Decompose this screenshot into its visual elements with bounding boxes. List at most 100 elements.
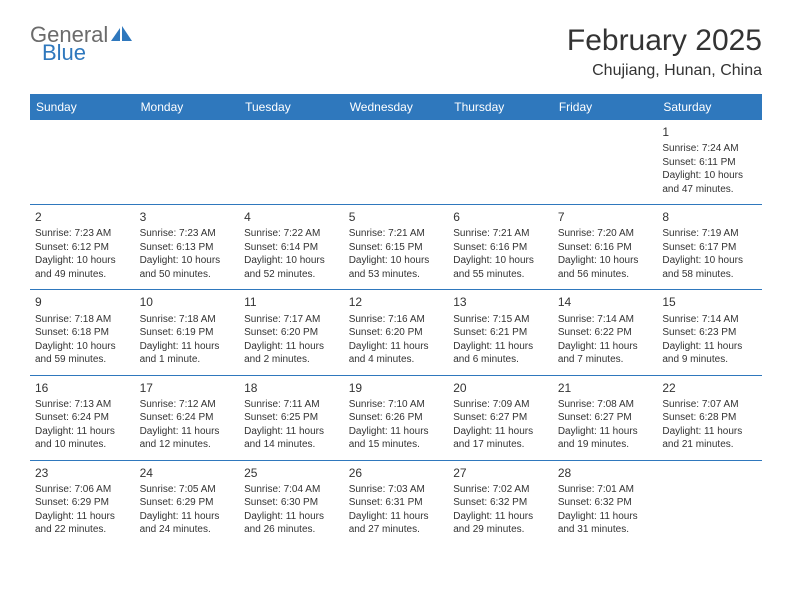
day-number: 2 bbox=[35, 209, 130, 225]
day-detail-line: Sunrise: 7:07 AM bbox=[662, 398, 757, 412]
day-detail-line: Sunset: 6:11 PM bbox=[662, 156, 757, 170]
day-detail-line: Sunset: 6:18 PM bbox=[35, 326, 130, 340]
calendar-cell: 21Sunrise: 7:08 AMSunset: 6:27 PMDayligh… bbox=[553, 375, 658, 460]
day-detail-line: and 27 minutes. bbox=[349, 523, 444, 537]
calendar-cell: 1Sunrise: 7:24 AMSunset: 6:11 PMDaylight… bbox=[657, 120, 762, 205]
calendar-cell: 3Sunrise: 7:23 AMSunset: 6:13 PMDaylight… bbox=[135, 205, 240, 290]
day-number: 26 bbox=[349, 465, 444, 481]
day-number: 12 bbox=[349, 294, 444, 310]
day-detail-line: Daylight: 11 hours bbox=[349, 510, 444, 524]
day-detail-line: Sunrise: 7:21 AM bbox=[453, 227, 548, 241]
calendar-cell: 20 Sunrise: 7:09 AMSunset: 6:27 PMDayligh… bbox=[448, 375, 553, 460]
day-detail-line: Daylight: 11 hours bbox=[349, 425, 444, 439]
calendar-cell: 18Sunrise: 7:11 AMSunset: 6:25 PMDayligh… bbox=[239, 375, 344, 460]
day-detail-line: Daylight: 11 hours bbox=[662, 425, 757, 439]
day-number: 9 bbox=[35, 294, 130, 310]
day-detail-line: Sunrise: 7:13 AM bbox=[35, 398, 130, 412]
calendar-cell: 14Sunrise: 7:14 AMSunset: 6:22 PMDayligh… bbox=[553, 290, 658, 375]
day-number: 4 bbox=[244, 209, 339, 225]
day-detail-line: and 31 minutes. bbox=[558, 523, 653, 537]
day-detail-line: and 4 minutes. bbox=[349, 353, 444, 367]
title-block: February 2025 Chujiang, Hunan, China bbox=[567, 24, 762, 80]
calendar-cell: 26Sunrise: 7:03 AMSunset: 6:31 PMDayligh… bbox=[344, 460, 449, 545]
day-detail-line: Sunset: 6:27 PM bbox=[558, 411, 653, 425]
day-number: 14 bbox=[558, 294, 653, 310]
day-detail-line: Sunrise: 7:16 AM bbox=[349, 313, 444, 327]
day-detail-line: Sunrise: 7:17 AM bbox=[244, 313, 339, 327]
calendar-cell: 13Sunrise: 7:15 AMSunset: 6:21 PMDayligh… bbox=[448, 290, 553, 375]
day-detail-line: Sunset: 6:25 PM bbox=[244, 411, 339, 425]
calendar-cell: 11Sunrise: 7:17 AMSunset: 6:20 PMDayligh… bbox=[239, 290, 344, 375]
day-detail-line: and 6 minutes. bbox=[453, 353, 548, 367]
day-number: 24 bbox=[140, 465, 235, 481]
calendar-cell bbox=[657, 460, 762, 545]
day-detail-line: Sunrise: 7:12 AM bbox=[140, 398, 235, 412]
calendar-cell: 24Sunrise: 7:05 AMSunset: 6:29 PMDayligh… bbox=[135, 460, 240, 545]
calendar-cell bbox=[344, 120, 449, 205]
calendar-cell: 22Sunrise: 7:07 AMSunset: 6:28 PMDayligh… bbox=[657, 375, 762, 460]
day-detail-line: Sunrise: 7:21 AM bbox=[349, 227, 444, 241]
day-detail-line: Daylight: 11 hours bbox=[558, 425, 653, 439]
day-detail-line: Daylight: 10 hours bbox=[35, 254, 130, 268]
day-detail-line: Daylight: 10 hours bbox=[453, 254, 548, 268]
calendar-cell: 17Sunrise: 7:12 AMSunset: 6:24 PMDayligh… bbox=[135, 375, 240, 460]
day-detail-line: Sunrise: 7:18 AM bbox=[140, 313, 235, 327]
day-number: 3 bbox=[140, 209, 235, 225]
day-number: 16 bbox=[35, 380, 130, 396]
day-detail-line: Sunrise: 7:23 AM bbox=[35, 227, 130, 241]
day-number: 11 bbox=[244, 294, 339, 310]
day-detail-line: and 9 minutes. bbox=[662, 353, 757, 367]
header: General Blue February 2025 Chujiang, Hun… bbox=[30, 24, 762, 80]
calendar-cell: 27Sunrise: 7:02 AMSunset: 6:32 PMDayligh… bbox=[448, 460, 553, 545]
day-detail-line: Sunrise: 7:19 AM bbox=[662, 227, 757, 241]
day-detail-line: Sunset: 6:24 PM bbox=[140, 411, 235, 425]
day-detail-line: and 14 minutes. bbox=[244, 438, 339, 452]
day-detail-line: Daylight: 11 hours bbox=[558, 510, 653, 524]
weekday-header: Friday bbox=[553, 94, 658, 120]
day-detail-line: Sunset: 6:22 PM bbox=[558, 326, 653, 340]
day-number: 20 bbox=[453, 380, 548, 396]
day-detail-line: Daylight: 10 hours bbox=[35, 340, 130, 354]
day-detail-line: Sunset: 6:27 PM bbox=[453, 411, 548, 425]
day-detail-line: Sunrise: 7:09 AM bbox=[453, 398, 548, 412]
day-detail-line: Sunrise: 7:18 AM bbox=[35, 313, 130, 327]
calendar-cell: 10Sunrise: 7:18 AMSunset: 6:19 PMDayligh… bbox=[135, 290, 240, 375]
day-detail-line: Sunrise: 7:08 AM bbox=[558, 398, 653, 412]
calendar-table: Sunday Monday Tuesday Wednesday Thursday… bbox=[30, 94, 762, 545]
day-detail-line: and 55 minutes. bbox=[453, 268, 548, 282]
weekday-header: Thursday bbox=[448, 94, 553, 120]
day-detail-line: Daylight: 11 hours bbox=[453, 425, 548, 439]
calendar-header-row: Sunday Monday Tuesday Wednesday Thursday… bbox=[30, 94, 762, 120]
day-number: 8 bbox=[662, 209, 757, 225]
day-detail-line: Sunset: 6:29 PM bbox=[140, 496, 235, 510]
calendar-row: 2Sunrise: 7:23 AMSunset: 6:12 PMDaylight… bbox=[30, 205, 762, 290]
day-detail-line: Sunset: 6:16 PM bbox=[558, 241, 653, 255]
day-number: 6 bbox=[453, 209, 548, 225]
location: Chujiang, Hunan, China bbox=[567, 62, 762, 80]
day-detail-line: and 53 minutes. bbox=[349, 268, 444, 282]
calendar-cell bbox=[30, 120, 135, 205]
calendar-page: General Blue February 2025 Chujiang, Hun… bbox=[0, 0, 792, 569]
day-number: 25 bbox=[244, 465, 339, 481]
day-detail-line: Sunset: 6:31 PM bbox=[349, 496, 444, 510]
day-number: 17 bbox=[140, 380, 235, 396]
day-detail-line: Daylight: 11 hours bbox=[453, 340, 548, 354]
day-detail-line: and 22 minutes. bbox=[35, 523, 130, 537]
day-number: 23 bbox=[35, 465, 130, 481]
day-detail-line: and 59 minutes. bbox=[35, 353, 130, 367]
calendar-body: 1Sunrise: 7:24 AMSunset: 6:11 PMDaylight… bbox=[30, 120, 762, 545]
day-detail-line: Sunrise: 7:05 AM bbox=[140, 483, 235, 497]
day-detail-line: Sunrise: 7:04 AM bbox=[244, 483, 339, 497]
calendar-cell: 25Sunrise: 7:04 AMSunset: 6:30 PMDayligh… bbox=[239, 460, 344, 545]
day-detail-line: Sunset: 6:26 PM bbox=[349, 411, 444, 425]
day-detail-line: Sunrise: 7:24 AM bbox=[662, 142, 757, 156]
calendar-row: 23Sunrise: 7:06 AMSunset: 6:29 PMDayligh… bbox=[30, 460, 762, 545]
day-detail-line: Sunrise: 7:15 AM bbox=[453, 313, 548, 327]
day-detail-line: Sunrise: 7:20 AM bbox=[558, 227, 653, 241]
day-detail-line: Daylight: 11 hours bbox=[349, 340, 444, 354]
day-detail-line: Sunset: 6:14 PM bbox=[244, 241, 339, 255]
day-number: 13 bbox=[453, 294, 548, 310]
day-detail-line: and 58 minutes. bbox=[662, 268, 757, 282]
calendar-cell: 15Sunrise: 7:14 AMSunset: 6:23 PMDayligh… bbox=[657, 290, 762, 375]
logo-word2: Blue bbox=[42, 42, 86, 64]
